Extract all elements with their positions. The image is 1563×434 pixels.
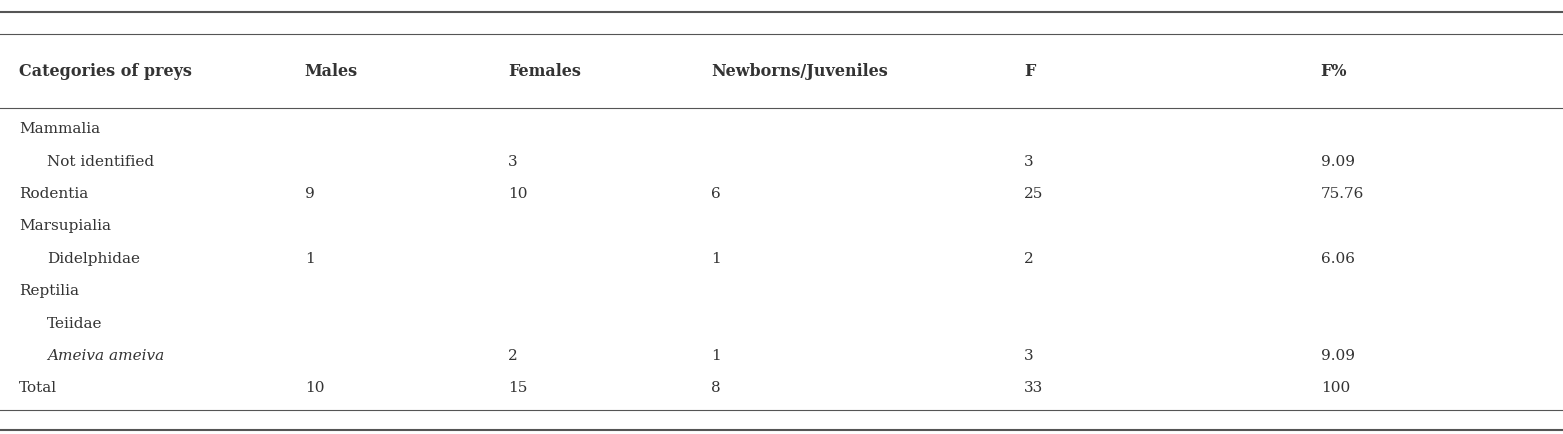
Text: 15: 15 xyxy=(508,381,527,395)
Text: 9: 9 xyxy=(305,187,314,201)
Text: Ameiva ameiva: Ameiva ameiva xyxy=(47,348,164,362)
Text: 3: 3 xyxy=(1024,348,1033,362)
Text: Didelphidae: Didelphidae xyxy=(47,251,141,265)
Text: Reptilia: Reptilia xyxy=(19,283,78,298)
Text: 2: 2 xyxy=(1024,251,1033,265)
Text: 10: 10 xyxy=(305,381,324,395)
Text: 75.76: 75.76 xyxy=(1321,187,1364,201)
Text: 9.09: 9.09 xyxy=(1321,348,1355,362)
Text: Total: Total xyxy=(19,381,56,395)
Text: 10: 10 xyxy=(508,187,527,201)
Text: Marsupialia: Marsupialia xyxy=(19,219,111,233)
Text: 1: 1 xyxy=(711,348,721,362)
Text: 8: 8 xyxy=(711,381,721,395)
Text: Rodentia: Rodentia xyxy=(19,187,88,201)
Text: 3: 3 xyxy=(508,155,517,168)
Text: Females: Females xyxy=(508,63,581,80)
Text: 6.06: 6.06 xyxy=(1321,251,1355,265)
Text: Mammalia: Mammalia xyxy=(19,122,100,136)
Text: 3: 3 xyxy=(1024,155,1033,168)
Text: 6: 6 xyxy=(711,187,721,201)
Text: Not identified: Not identified xyxy=(47,155,155,168)
Text: Males: Males xyxy=(305,63,358,80)
Text: Teiidae: Teiidae xyxy=(47,316,103,330)
Text: 25: 25 xyxy=(1024,187,1043,201)
Text: Newborns/Juveniles: Newborns/Juveniles xyxy=(711,63,888,80)
Text: 33: 33 xyxy=(1024,381,1043,395)
Text: F%: F% xyxy=(1321,63,1347,80)
Text: 1: 1 xyxy=(305,251,314,265)
Text: 1: 1 xyxy=(711,251,721,265)
Text: 2: 2 xyxy=(508,348,517,362)
Text: F: F xyxy=(1024,63,1035,80)
Text: 9.09: 9.09 xyxy=(1321,155,1355,168)
Text: 100: 100 xyxy=(1321,381,1350,395)
Text: Categories of preys: Categories of preys xyxy=(19,63,192,80)
